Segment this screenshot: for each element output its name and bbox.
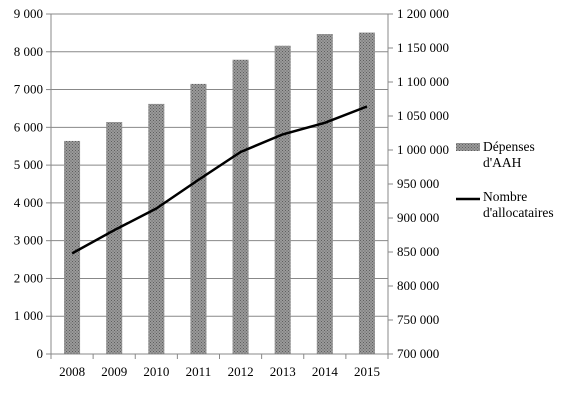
axes [46, 14, 393, 359]
bar-2008 [64, 141, 80, 354]
bar-2013 [275, 46, 291, 354]
right-tick-label: 1 000 000 [397, 142, 449, 157]
left-tick-label: 5 000 [14, 157, 43, 172]
left-tick-label: 4 000 [14, 195, 43, 210]
bar-2015 [359, 33, 375, 354]
right-axis-ticks: 700 000 750 000 800 000 850 000 900 000 950 0… [397, 6, 449, 361]
right-tick-label: 800 000 [397, 278, 439, 293]
right-tick-label: 1 150 000 [397, 40, 449, 55]
left-tick-label: 2 000 [14, 270, 43, 285]
left-axis-ticks: 0 1 000 2 000 3 000 4 000 5 000 6 000 7 000 8 00… [14, 6, 43, 361]
left-tick-label: 0 [37, 346, 44, 361]
x-tick-label: 2009 [101, 364, 127, 379]
legend-label-allocataires: d'allocataires [483, 205, 554, 220]
x-tick-label: 2015 [354, 364, 380, 379]
bars [64, 33, 375, 354]
legend-label-depenses: d'AAH [483, 155, 522, 170]
bar-2012 [233, 60, 249, 354]
left-tick-label: 8 000 [14, 44, 43, 59]
left-tick-label: 6 000 [14, 119, 43, 134]
legend-label-allocataires: Nombre [483, 189, 527, 204]
x-tick-label: 2013 [270, 364, 296, 379]
right-tick-label: 700 000 [397, 346, 439, 361]
right-tick-label: 850 000 [397, 244, 439, 259]
left-tick-label: 9 000 [14, 6, 43, 21]
x-tick-label: 2011 [186, 364, 212, 379]
x-tick-label: 2010 [143, 364, 169, 379]
x-axis-ticks: 2008 2009 2010 2011 2012 2013 2014 2015 [59, 364, 380, 379]
left-tick-label: 1 000 [14, 308, 43, 323]
right-tick-label: 750 000 [397, 312, 439, 327]
legend-bar-marker [456, 143, 480, 151]
x-tick-label: 2014 [312, 364, 339, 379]
bar-2011 [190, 84, 206, 354]
left-tick-label: 3 000 [14, 233, 43, 248]
legend-label-depenses: Dépenses [483, 139, 535, 154]
bar-2014 [317, 34, 333, 354]
right-tick-label: 1 050 000 [397, 108, 449, 123]
right-tick-label: 950 000 [397, 176, 439, 191]
right-tick-label: 1 200 000 [397, 6, 449, 21]
right-tick-label: 900 000 [397, 210, 439, 225]
x-tick-label: 2008 [59, 364, 85, 379]
left-tick-label: 7 000 [14, 82, 43, 97]
bar-2010 [148, 104, 164, 354]
right-tick-label: 1 100 000 [397, 74, 449, 89]
x-tick-label: 2012 [228, 364, 254, 379]
bar-2009 [106, 122, 122, 354]
